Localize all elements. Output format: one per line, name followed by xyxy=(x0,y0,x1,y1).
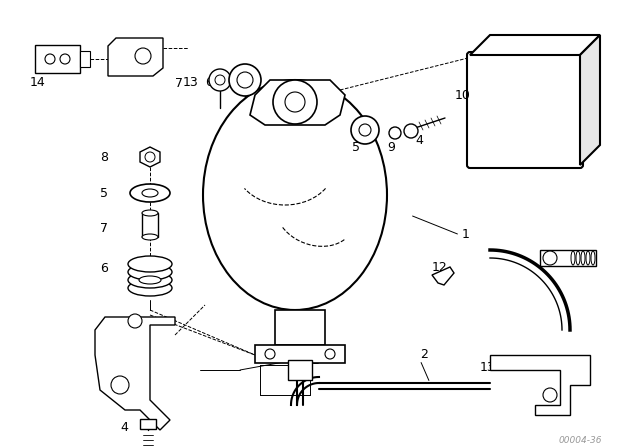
Polygon shape xyxy=(80,51,90,67)
FancyBboxPatch shape xyxy=(275,310,325,345)
Circle shape xyxy=(128,314,142,328)
Text: 14: 14 xyxy=(30,76,45,89)
Ellipse shape xyxy=(142,234,158,240)
Ellipse shape xyxy=(203,80,387,310)
Circle shape xyxy=(135,48,151,64)
Circle shape xyxy=(389,127,401,139)
Polygon shape xyxy=(95,317,175,430)
Text: 13: 13 xyxy=(480,361,496,374)
Ellipse shape xyxy=(130,184,170,202)
Ellipse shape xyxy=(229,64,261,96)
Ellipse shape xyxy=(351,116,379,144)
FancyBboxPatch shape xyxy=(35,45,80,73)
Ellipse shape xyxy=(128,264,172,280)
Text: 2: 2 xyxy=(420,348,428,361)
Circle shape xyxy=(265,349,275,359)
Polygon shape xyxy=(470,35,600,55)
Circle shape xyxy=(543,388,557,402)
FancyBboxPatch shape xyxy=(255,345,345,363)
Polygon shape xyxy=(140,147,160,167)
Ellipse shape xyxy=(128,280,172,296)
FancyBboxPatch shape xyxy=(140,419,156,429)
FancyBboxPatch shape xyxy=(467,52,583,168)
Polygon shape xyxy=(490,355,590,415)
FancyBboxPatch shape xyxy=(540,250,596,266)
Text: 7: 7 xyxy=(175,77,183,90)
Ellipse shape xyxy=(359,124,371,136)
Text: 9: 9 xyxy=(387,141,395,154)
Text: 3: 3 xyxy=(95,336,103,349)
Circle shape xyxy=(404,124,418,138)
Ellipse shape xyxy=(142,210,158,216)
Ellipse shape xyxy=(142,189,158,197)
Circle shape xyxy=(209,69,231,91)
Circle shape xyxy=(543,251,557,265)
Circle shape xyxy=(325,349,335,359)
Circle shape xyxy=(273,80,317,124)
Text: 00004-36: 00004-36 xyxy=(558,435,602,444)
Text: 4: 4 xyxy=(415,134,423,146)
Ellipse shape xyxy=(128,272,172,288)
Circle shape xyxy=(111,376,129,394)
Polygon shape xyxy=(250,80,345,125)
Text: 7: 7 xyxy=(100,221,108,234)
Text: 6: 6 xyxy=(100,262,108,275)
Text: 5: 5 xyxy=(100,186,108,199)
Polygon shape xyxy=(108,38,163,76)
Text: 13: 13 xyxy=(183,76,199,89)
Text: 5: 5 xyxy=(352,141,360,154)
FancyBboxPatch shape xyxy=(142,213,158,237)
Polygon shape xyxy=(580,35,600,165)
Text: 6: 6 xyxy=(205,76,213,89)
Text: 10: 10 xyxy=(455,89,471,102)
Text: 12: 12 xyxy=(432,260,448,273)
Text: 4: 4 xyxy=(120,421,128,434)
Ellipse shape xyxy=(139,276,161,284)
FancyBboxPatch shape xyxy=(288,360,312,380)
Text: 1: 1 xyxy=(462,228,470,241)
Text: 11: 11 xyxy=(305,353,321,366)
Text: 8: 8 xyxy=(100,151,108,164)
Ellipse shape xyxy=(237,72,253,88)
Polygon shape xyxy=(432,267,454,285)
Ellipse shape xyxy=(128,256,172,272)
